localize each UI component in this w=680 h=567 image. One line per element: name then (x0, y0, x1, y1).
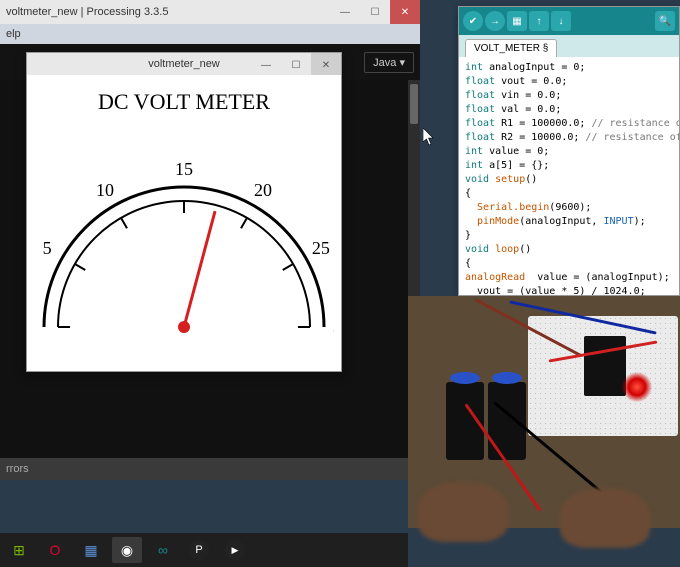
voltmeter-title: voltmeter_new (148, 58, 220, 70)
gauge-svg: 051015202530 (34, 147, 334, 357)
save-button[interactable]: ↓ (551, 11, 571, 31)
svg-text:5: 5 (43, 238, 52, 258)
taskbar: ⊞O▦◉∞P▶ (0, 533, 408, 567)
scrollbar-thumb[interactable] (410, 84, 418, 124)
svg-text:25: 25 (312, 238, 330, 258)
errors-tab[interactable]: rrors (0, 458, 408, 480)
camera-panel (408, 296, 680, 528)
arduino-toolbar: ✔ → ▦ ↑ ↓ 🔍 (459, 7, 679, 35)
arduino-tabbar: VOLT_METER § (459, 35, 679, 57)
voltmeter-titlebar[interactable]: voltmeter_new — ☐ ✕ (27, 53, 341, 75)
svg-text:20: 20 (254, 180, 272, 200)
sketch-tab[interactable]: VOLT_METER § (465, 39, 557, 57)
help-menu[interactable]: elp (6, 28, 21, 40)
svg-text:30: 30 (333, 317, 334, 337)
vm-minimize-button[interactable]: — (251, 53, 281, 77)
vm-close-button[interactable]: ✕ (311, 53, 341, 77)
cursor-icon (423, 128, 435, 146)
taskbar-calendar-icon[interactable]: ▦ (76, 537, 106, 563)
serial-monitor-button[interactable]: 🔍 (655, 11, 675, 31)
gauge-canvas: DC VOLT METER 051015202530 (27, 75, 341, 371)
arduino-window: ✔ → ▦ ↑ ↓ 🔍 VOLT_METER § int analogInput… (458, 6, 680, 296)
maximize-button[interactable]: ☐ (360, 0, 390, 24)
upload-button[interactable]: → (485, 11, 505, 31)
vm-maximize-button[interactable]: ☐ (281, 53, 311, 77)
status-led (622, 372, 652, 402)
taskbar-arduino-icon[interactable]: ∞ (148, 537, 178, 563)
battery-2 (488, 382, 526, 460)
open-button[interactable]: ↑ (529, 11, 549, 31)
taskbar-start-icon[interactable]: ⊞ (4, 537, 34, 563)
taskbar-camera-icon[interactable]: ◉ (112, 537, 142, 563)
close-button[interactable]: ✕ (390, 0, 420, 24)
svg-text:15: 15 (175, 159, 193, 179)
processing-menubar[interactable]: elp (0, 24, 420, 44)
voltmeter-window: voltmeter_new — ☐ ✕ DC VOLT METER 051015… (26, 52, 342, 372)
minimize-button[interactable]: — (330, 0, 360, 24)
taskbar-processing-icon[interactable]: P (184, 537, 214, 563)
new-button[interactable]: ▦ (507, 11, 527, 31)
svg-text:10: 10 (96, 180, 114, 200)
verify-button[interactable]: ✔ (463, 11, 483, 31)
taskbar-play-icon[interactable]: ▶ (220, 537, 250, 563)
hand-right (560, 488, 650, 548)
gauge-title: DC VOLT METER (27, 89, 341, 115)
processing-titlebar[interactable]: voltmeter_new | Processing 3.3.5 — ☐ ✕ (0, 0, 420, 24)
hand-left (418, 482, 508, 542)
mode-dropdown[interactable]: Java ▾ (364, 52, 414, 73)
code-editor[interactable]: int analogInput = 0;float vout = 0.0;flo… (459, 57, 679, 303)
processing-title: voltmeter_new | Processing 3.3.5 (6, 6, 168, 18)
arduino-chip (584, 336, 626, 396)
taskbar-opera-icon[interactable]: O (40, 537, 70, 563)
